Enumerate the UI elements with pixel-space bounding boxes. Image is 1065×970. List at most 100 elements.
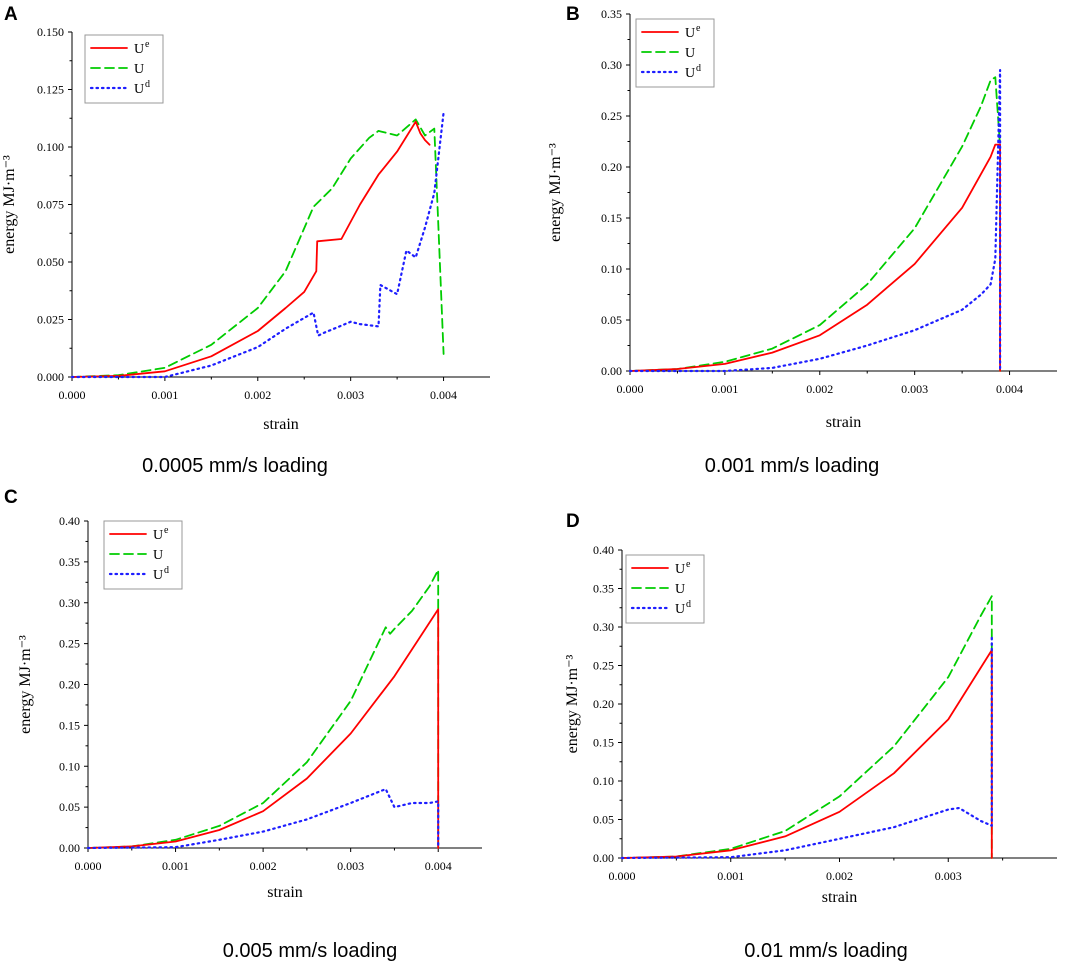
y-tick-label: 0.35 — [593, 582, 614, 596]
y-tick-label: 0.10 — [601, 262, 622, 276]
x-tick-label: 0.001 — [717, 869, 744, 883]
series-line-ud — [86, 787, 440, 850]
panel-caption: 0.0005 mm/s loading — [142, 455, 328, 477]
legend-label: U — [153, 548, 163, 563]
x-tick-label: 0.000 — [609, 869, 636, 883]
series-line-u — [71, 118, 445, 378]
y-tick-label: 0.30 — [593, 620, 614, 634]
x-tick-label: 0.004 — [430, 388, 457, 402]
legend-label: U — [675, 582, 685, 597]
legend-label: U — [675, 602, 685, 617]
legend-label-superscript: e — [686, 559, 691, 570]
legend-label: U — [685, 46, 695, 61]
legend-label: U — [153, 568, 163, 583]
x-tick-label: 0.000 — [59, 388, 86, 402]
y-tick-label: 0.125 — [37, 83, 64, 97]
y-tick-label: 0.150 — [37, 25, 64, 39]
x-tick-label: 0.002 — [244, 388, 271, 402]
legend-box — [103, 520, 183, 590]
y-tick-label: 0.20 — [593, 697, 614, 711]
series-line-ue — [87, 608, 440, 849]
y-axis-label: energy MJ·m⁻³ — [17, 635, 34, 734]
x-tick-label: 0.003 — [935, 869, 962, 883]
legend-label-superscript: d — [145, 79, 150, 90]
y-tick-label: 0.050 — [37, 255, 64, 269]
panel-caption: 0.001 mm/s loading — [705, 455, 880, 477]
x-tick-label: 0.004 — [425, 859, 452, 873]
x-tick-label: 0.000 — [75, 859, 102, 873]
legend-box — [635, 18, 715, 88]
legend-label: U — [134, 42, 144, 57]
x-tick-label: 0.003 — [337, 388, 364, 402]
y-tick-label: 0.05 — [601, 313, 622, 327]
panel-a: A 0.000 0.001 0.002 0.003 0.004 0.000 0.025 0.05… — [1, 4, 490, 477]
y-tick-label: 0.40 — [59, 514, 80, 528]
y-tick-label: 0.25 — [593, 659, 614, 673]
y-tick-label: 0.25 — [59, 637, 80, 651]
legend-label: U — [685, 26, 695, 41]
x-tick-label: 0.003 — [337, 859, 364, 873]
y-tick-label: 0.00 — [59, 841, 80, 855]
series-line-ud — [628, 68, 1002, 373]
legend-label-superscript: e — [145, 39, 150, 50]
y-tick-label: 0.05 — [593, 813, 614, 827]
y-tick-label: 0.15 — [601, 211, 622, 225]
legend-label: U — [675, 562, 685, 577]
y-tick-label: 0.025 — [37, 313, 64, 327]
x-tick-label: 0.001 — [711, 382, 738, 396]
y-tick-label: 0.30 — [601, 58, 622, 72]
y-tick-label: 0.00 — [601, 364, 622, 378]
x-tick-label: 0.001 — [162, 859, 189, 873]
series-line-u — [629, 76, 1001, 372]
x-tick-label: 0.000 — [617, 382, 644, 396]
panel-caption: 0.01 mm/s loading — [744, 940, 907, 962]
panel-c: C 0.000 0.001 0.002 0.003 0.004 0.00 0.05 0.10 0.… — [4, 487, 482, 962]
y-tick-label: 0.15 — [59, 718, 80, 732]
x-axis-label: strain — [263, 416, 299, 433]
x-axis-label: strain — [826, 414, 862, 431]
y-tick-label: 0.00 — [593, 851, 614, 865]
y-tick-label: 0.100 — [37, 140, 64, 154]
legend-label: U — [685, 66, 695, 81]
y-tick-label: 0.20 — [59, 678, 80, 692]
series-line-u — [621, 595, 993, 859]
y-tick-label: 0.075 — [37, 198, 64, 212]
legend-box — [625, 554, 705, 624]
x-tick-label: 0.004 — [996, 382, 1023, 396]
panel-b: B 0.000 0.001 0.002 0.003 0.004 0.00 0.05 0.10 0.… — [547, 4, 1057, 477]
y-tick-label: 0.05 — [59, 800, 80, 814]
series-line-ud — [70, 111, 445, 379]
y-tick-label: 0.30 — [59, 596, 80, 610]
y-tick-label: 0.10 — [593, 774, 614, 788]
x-tick-label: 0.001 — [151, 388, 178, 402]
y-tick-label: 0.15 — [593, 736, 614, 750]
panel-letter: D — [566, 511, 580, 532]
y-tick-label: 0.35 — [59, 555, 80, 569]
legend-label-superscript: d — [696, 63, 701, 74]
y-tick-label: 0.000 — [37, 370, 64, 384]
y-tick-label: 0.10 — [59, 759, 80, 773]
legend-label-superscript: d — [164, 565, 169, 576]
legend-label: U — [153, 528, 163, 543]
series-line-u — [87, 569, 440, 849]
y-axis-label: energy MJ·m⁻³ — [1, 155, 18, 254]
y-axis-label: energy MJ·m⁻³ — [564, 654, 581, 753]
series-line-ue — [629, 143, 1001, 372]
panel-letter: B — [566, 4, 580, 25]
x-axis-label: strain — [822, 889, 858, 906]
x-tick-label: 0.003 — [901, 382, 928, 396]
y-tick-label: 0.40 — [593, 543, 614, 557]
x-tick-label: 0.002 — [250, 859, 277, 873]
y-tick-label: 0.25 — [601, 109, 622, 123]
legend-box — [84, 34, 164, 104]
panel-caption: 0.005 mm/s loading — [223, 940, 398, 962]
series-line-ud — [620, 633, 993, 860]
y-axis-label: energy MJ·m⁻³ — [547, 143, 564, 242]
series-line-ue — [621, 649, 993, 859]
panel-letter: C — [4, 487, 18, 508]
